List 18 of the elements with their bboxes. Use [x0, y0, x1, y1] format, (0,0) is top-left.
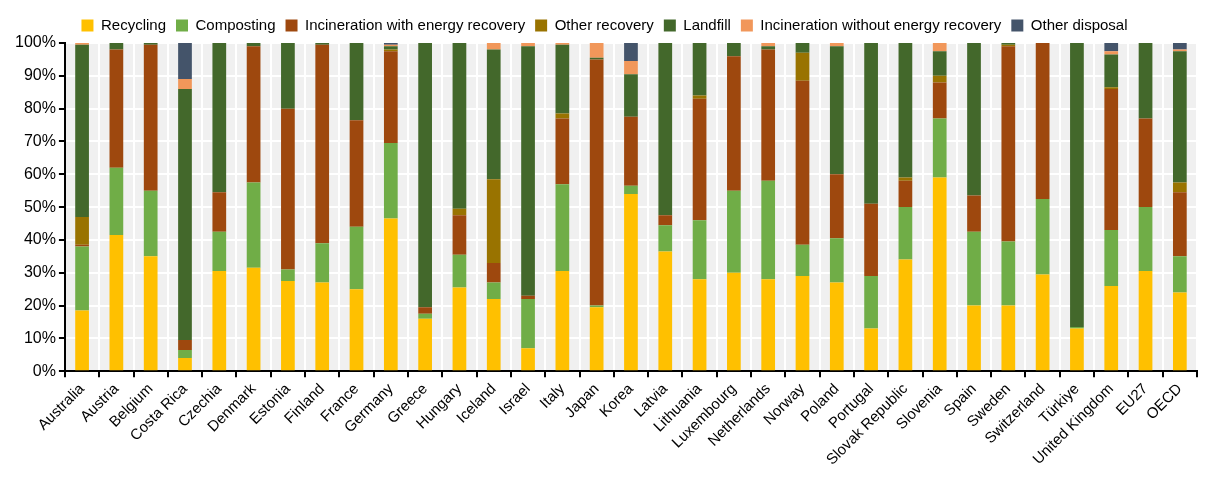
- y-tick-label: 30%: [23, 263, 56, 281]
- legend-label: Other recovery: [554, 15, 655, 33]
- y-tick-label: 10%: [23, 328, 56, 346]
- y-tick-label: 20%: [23, 295, 56, 313]
- legend-label: Other disposal: [1030, 15, 1128, 33]
- legend-label: Landfill: [683, 15, 731, 33]
- y-tick-label: 90%: [23, 66, 56, 84]
- legend-label: Composting: [195, 15, 276, 33]
- y-tick-label: 50%: [23, 197, 56, 215]
- y-tick-label: 60%: [23, 164, 56, 182]
- y-tick-label: 70%: [23, 131, 56, 149]
- legend-label: Incineration without energy recovery: [760, 15, 1002, 33]
- y-tick-label: 100%: [15, 33, 56, 51]
- y-tick-label: 40%: [23, 230, 56, 248]
- y-tick-label: 80%: [23, 99, 56, 117]
- y-tick-label: 0%: [32, 361, 56, 379]
- legend-label: Incineration with energy recovery: [305, 15, 526, 33]
- legend-label: Recycling: [100, 15, 166, 33]
